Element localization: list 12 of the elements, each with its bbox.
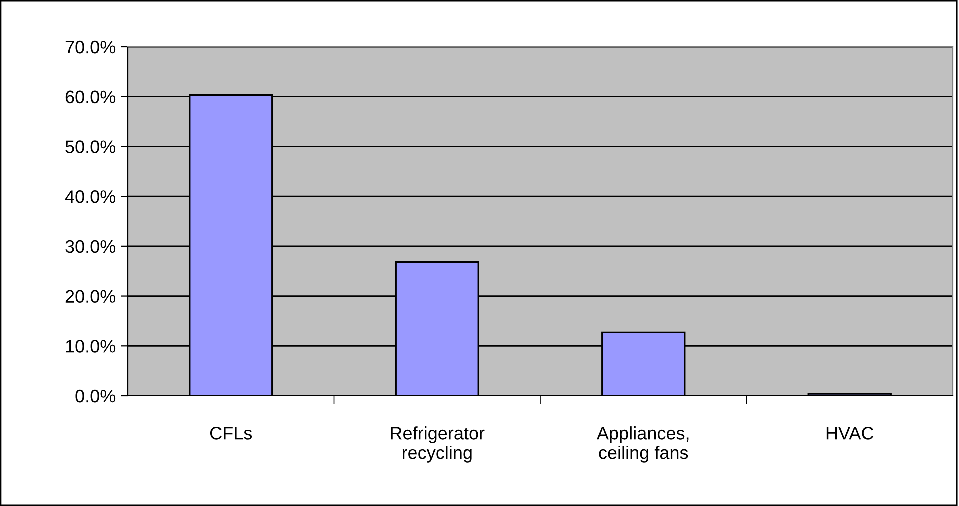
- y-tick-label: 50.0%: [66, 140, 116, 154]
- y-tick-label: 30.0%: [66, 240, 116, 254]
- y-tick-label: 40.0%: [65, 190, 116, 204]
- x-tick-label: CFLs: [210, 427, 252, 440]
- y-tick-label: 60.0%: [66, 90, 116, 104]
- x-tick-label: Refrigerator recycling: [391, 426, 485, 463]
- y-tick-label: 70.0%: [66, 40, 116, 54]
- x-tick-label: HVAC: [826, 427, 874, 440]
- y-tick-label: 0.0%: [76, 390, 116, 403]
- y-tick-label: 20.0%: [66, 290, 116, 304]
- x-tick-label: Appliances, ceiling fans: [596, 426, 689, 463]
- y-tick-label: 10.0%: [66, 340, 116, 353]
